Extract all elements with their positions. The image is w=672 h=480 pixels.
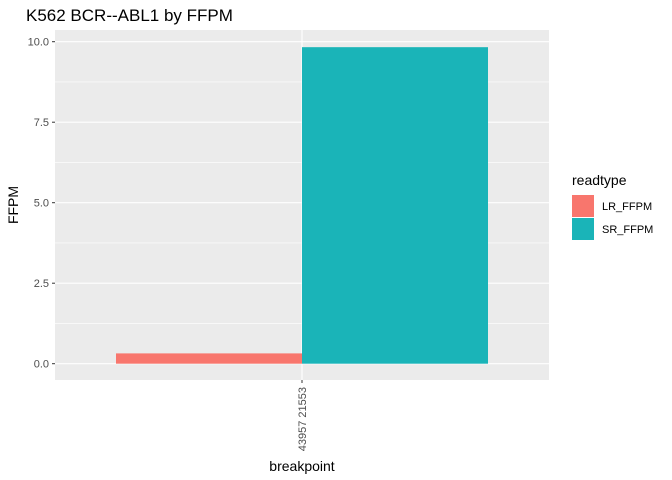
- bar-lr-ffpm: [116, 353, 302, 364]
- y-tick-label: 7.5: [34, 117, 49, 129]
- legend-key-lr-ffpm: [572, 195, 594, 217]
- x-tick-label: 43957 21553: [297, 387, 309, 451]
- y-tick-label: 0.0: [34, 359, 49, 371]
- bar-sr-ffpm: [302, 47, 488, 364]
- y-tick-label: 2.5: [34, 278, 49, 290]
- legend: readtype LR_FFPM SR_FFPM: [572, 172, 653, 240]
- y-tick-label: 10.0: [28, 37, 49, 49]
- bars: [116, 47, 488, 364]
- y-axis-title: FFPM: [5, 186, 21, 224]
- chart-title: K562 BCR--ABL1 by FFPM: [26, 6, 233, 25]
- legend-key-sr-ffpm: [572, 218, 594, 240]
- legend-title: readtype: [572, 172, 627, 188]
- y-tick-label: 5.0: [34, 198, 49, 210]
- y-axis: 0.0 2.5 5.0 7.5 10.0: [28, 37, 55, 371]
- legend-label: SR_FFPM: [602, 224, 653, 236]
- legend-items: LR_FFPM SR_FFPM: [572, 195, 653, 240]
- x-axis: 43957 21553: [297, 380, 309, 451]
- legend-label: LR_FFPM: [602, 201, 652, 213]
- x-axis-title: breakpoint: [269, 458, 334, 474]
